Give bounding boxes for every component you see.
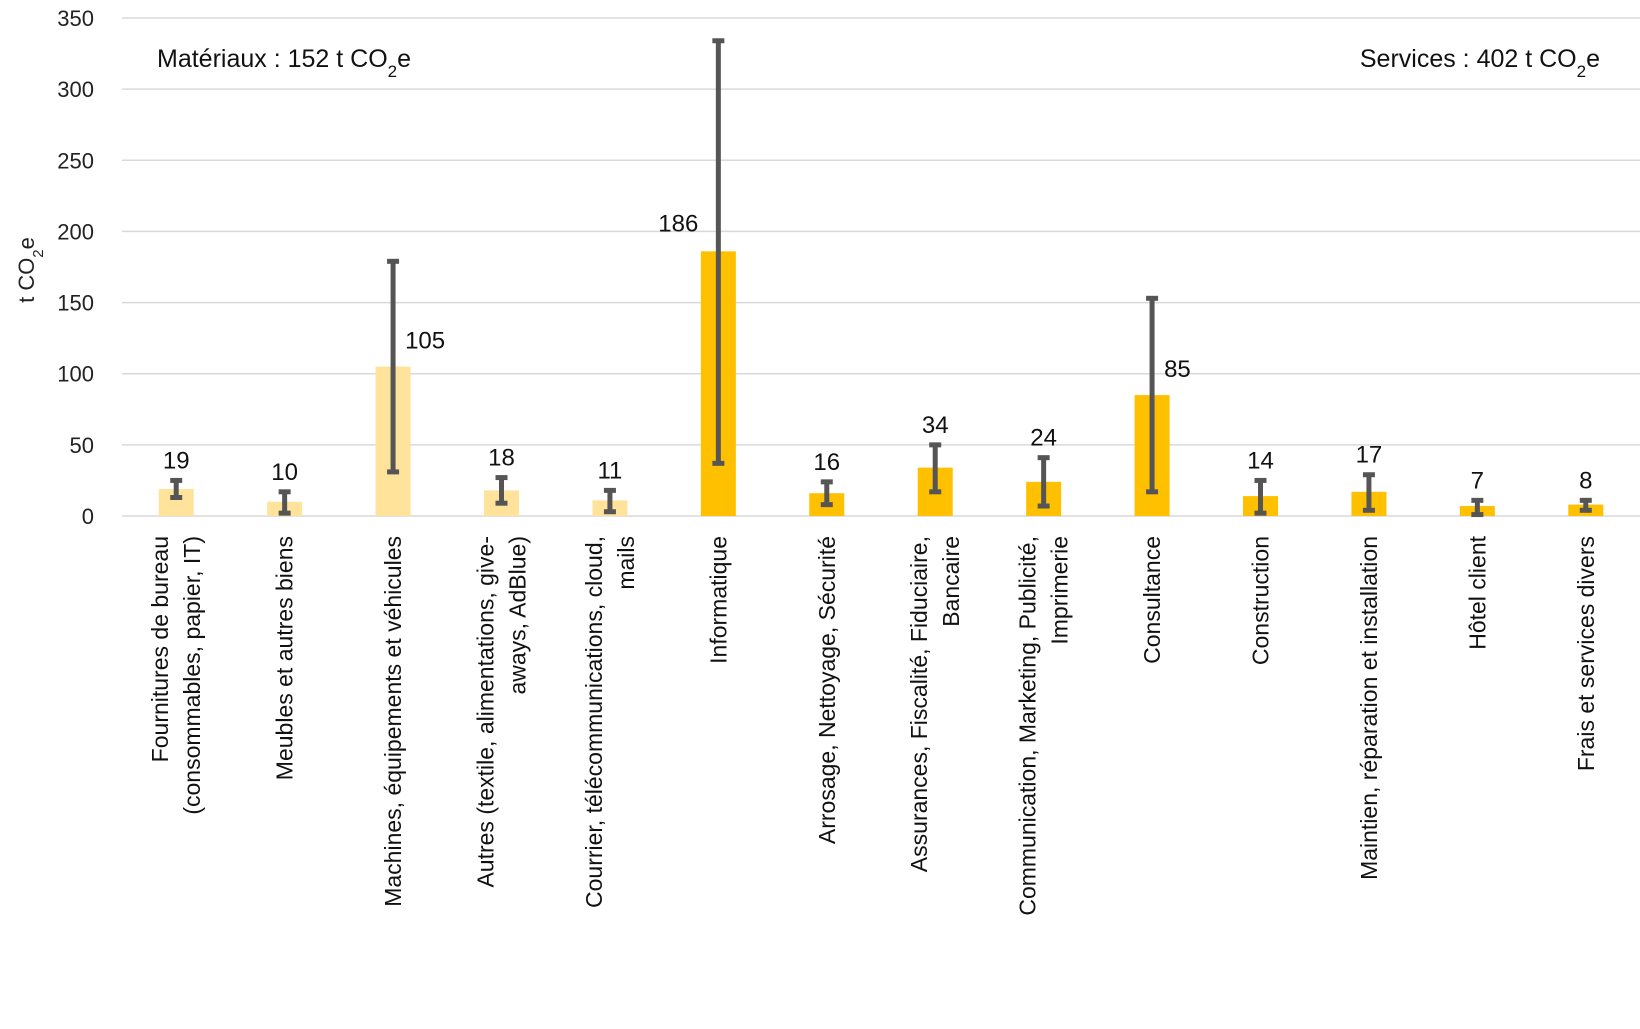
data-label: 186 (658, 210, 698, 237)
data-label: 34 (922, 412, 949, 439)
annotation-services: Services : 402 t CO2e (1360, 45, 1600, 81)
y-tick-label: 150 (57, 291, 94, 316)
y-axis-title: t CO2e (14, 237, 47, 303)
category-label: Machines, équipements et véhicules (380, 536, 406, 907)
category-label: Consultance (1139, 536, 1165, 664)
data-label: 14 (1247, 447, 1274, 474)
category-label: Hôtel client (1464, 535, 1490, 649)
category-label: Autres (textile, alimentations, give- (473, 536, 499, 888)
error-bars (170, 38, 1592, 518)
gridlines (122, 17, 1640, 517)
y-tick-label: 300 (57, 77, 94, 102)
annotation-materiaux: Matériaux : 152 t CO2e (157, 45, 411, 81)
category-label: Assurances, Fiscalité, Fiduciaire, (906, 536, 932, 872)
y-tick-label: 250 (57, 148, 94, 173)
category-label: Imprimerie (1047, 536, 1073, 645)
y-tick-label: 100 (57, 362, 94, 387)
data-label: 7 (1471, 467, 1484, 494)
category-labels: Fournitures de bureau (consommables, papi… (147, 535, 1599, 915)
category-label: Construction (1248, 536, 1274, 665)
category-label: Meubles et autres biens (272, 536, 298, 780)
bars (158, 251, 1604, 516)
data-label: 16 (813, 449, 840, 476)
y-tick-label: 50 (70, 433, 94, 458)
category-label: Informatique (705, 536, 731, 664)
y-tick-label: 350 (57, 6, 94, 31)
data-label: 18 (488, 445, 515, 472)
category-label: Frais et services divers (1573, 536, 1599, 771)
data-label: 24 (1030, 425, 1057, 452)
data-label: 11 (597, 457, 622, 484)
y-tick-label: 200 (57, 219, 94, 244)
y-axis-ticks: 0 50 100 150 200 250 300 350 (57, 6, 94, 529)
category-label: mails (613, 536, 639, 590)
category-label: Courrier, télécommunications, cloud, (581, 536, 607, 908)
data-label: 85 (1164, 356, 1191, 383)
data-label: 19 (163, 447, 190, 474)
data-label: 105 (405, 328, 445, 355)
category-label: Bancaire (938, 536, 964, 627)
category-label: Fournitures de bureau (147, 536, 173, 762)
data-label: 8 (1579, 467, 1592, 494)
data-label: 10 (271, 459, 298, 486)
category-label: Maintien, réparation et installation (1356, 536, 1382, 880)
category-label: Arrosage, Nettoyage, Sécurité (814, 536, 840, 844)
y-tick-label: 0 (82, 504, 94, 529)
data-label: 17 (1356, 442, 1383, 469)
category-label: Communication, Marketing, Publicité, (1015, 536, 1041, 916)
category-label: (consommables, papier, IT) (179, 536, 205, 815)
data-labels: 19 10 105 18 11 186 16 34 24 85 14 17 7 8 (163, 210, 1593, 494)
category-label: aways, AdBlue) (505, 536, 531, 695)
